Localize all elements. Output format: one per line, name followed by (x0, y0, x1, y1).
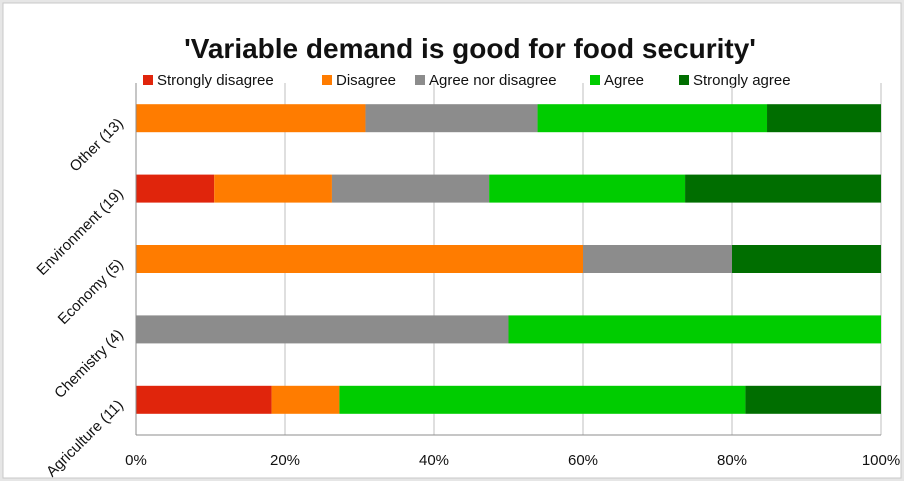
bar-segment (767, 104, 881, 133)
legend-swatch (590, 75, 600, 85)
legend-swatch (143, 75, 153, 85)
x-tick-label: 20% (270, 452, 300, 469)
bar-segment (685, 174, 881, 203)
bar-segment (732, 245, 881, 273)
bar-segment (271, 385, 340, 414)
bar-segment (136, 245, 583, 273)
bar-segment (339, 385, 746, 414)
x-tick-label: 100% (862, 452, 900, 469)
legend-item: Agree (590, 72, 644, 89)
bar-segment (365, 104, 538, 133)
legend-label: Strongly disagree (157, 72, 274, 89)
legend-item: Agree nor disagree (415, 72, 557, 89)
x-tick-label: 40% (419, 452, 449, 469)
legend-label: Agree (604, 72, 644, 89)
bar-segment (489, 174, 686, 203)
bar-segment (136, 104, 366, 133)
x-tick-label: 60% (568, 452, 598, 469)
legend-swatch (679, 75, 689, 85)
legend: Strongly disagree Disagree Agree nor disag… (143, 72, 791, 89)
legend-label: Agree nor disagree (429, 72, 557, 89)
bar-segment (214, 174, 332, 203)
bar-segment (583, 245, 732, 273)
legend-swatch (322, 75, 332, 85)
legend-item: Strongly disagree (143, 72, 274, 89)
bars (136, 104, 881, 414)
axes (135, 83, 881, 436)
bar-segment (136, 385, 272, 414)
bar-segment (508, 315, 881, 344)
x-tick-labels: 0% 20% 40% 60% 80% 100% (125, 452, 900, 469)
legend-item: Disagree (322, 72, 396, 89)
legend-label: Strongly agree (693, 72, 791, 89)
bar-segment (331, 174, 490, 203)
bar-segment (537, 104, 768, 133)
legend-swatch (415, 75, 425, 85)
legend-item: Strongly agree (679, 72, 791, 89)
legend-label: Disagree (336, 72, 396, 89)
chart-title: 'Variable demand is good for food securi… (184, 33, 756, 64)
bar-segment (136, 315, 509, 344)
bar-segment (136, 174, 215, 203)
bar-segment (745, 385, 881, 414)
x-tick-label: 80% (717, 452, 747, 469)
x-tick-label: 0% (125, 452, 147, 469)
